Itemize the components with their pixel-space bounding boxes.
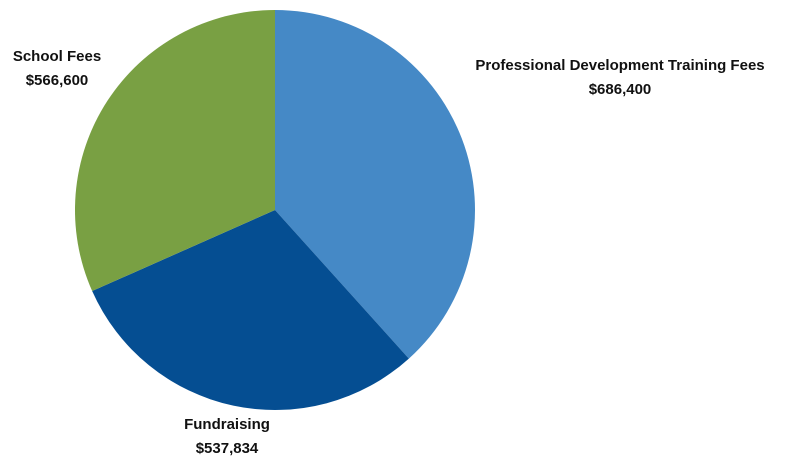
slice-value-professional-development: $686,400 bbox=[589, 81, 652, 98]
slice-label-school-fees: School Fees bbox=[13, 48, 101, 65]
pie-slice-school-fees bbox=[74, 10, 275, 292]
slice-value-fundraising: $537,834 bbox=[196, 440, 259, 457]
slice-label-fundraising: Fundraising bbox=[184, 416, 270, 433]
pie-slice-professional-development-training-fees bbox=[275, 10, 475, 359]
pie-slice-fundraising bbox=[92, 210, 409, 410]
slice-value-school-fees: $566,600 bbox=[26, 72, 89, 89]
slice-label-professional-development: Professional Development Training Fees bbox=[475, 57, 764, 74]
pie-slices bbox=[74, 10, 475, 410]
